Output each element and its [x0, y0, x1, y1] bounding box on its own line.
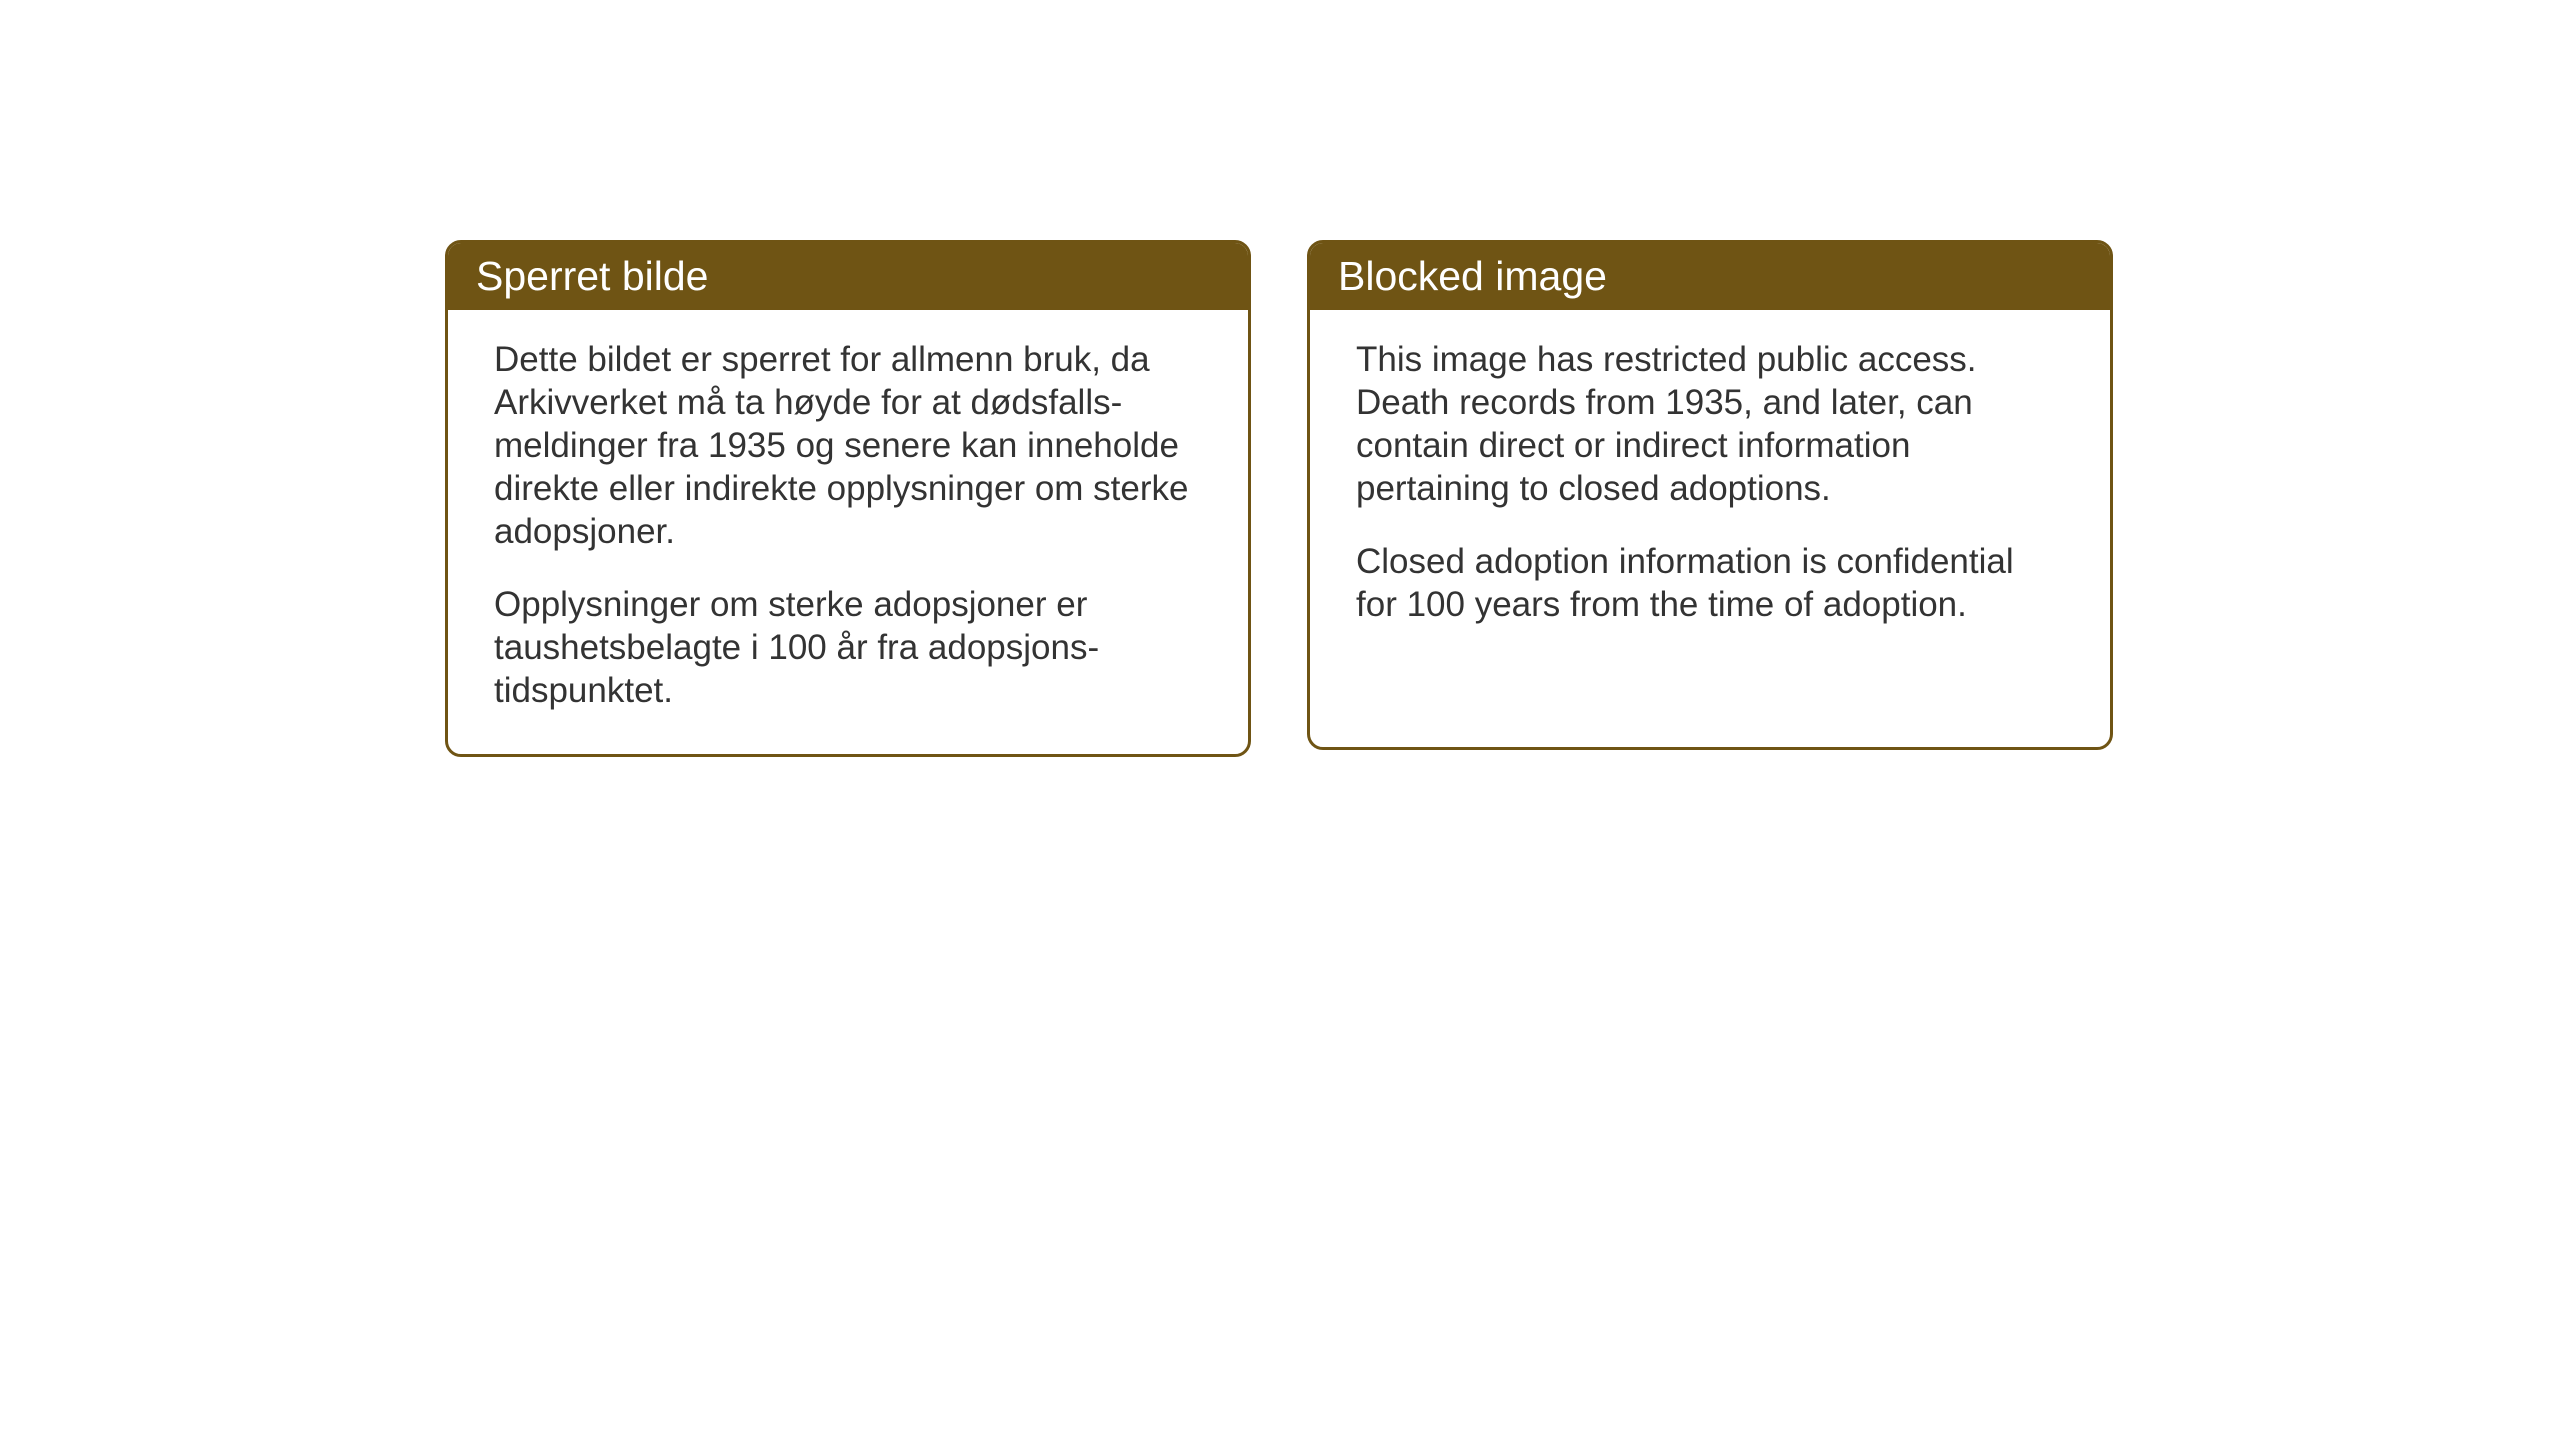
blocked-image-card-norwegian: Sperret bilde Dette bildet er sperret fo… [445, 240, 1251, 757]
card-title-english: Blocked image [1338, 253, 1607, 299]
cards-container: Sperret bilde Dette bildet er sperret fo… [445, 240, 2113, 757]
card-paragraph2-english: Closed adoption information is confident… [1356, 540, 2064, 626]
blocked-image-card-english: Blocked image This image has restricted … [1307, 240, 2113, 750]
card-header-english: Blocked image [1310, 243, 2110, 310]
card-body-english: This image has restricted public access.… [1310, 310, 2110, 668]
card-paragraph2-norwegian: Opplysninger om sterke adopsjoner er tau… [494, 583, 1202, 712]
card-paragraph1-english: This image has restricted public access.… [1356, 338, 2064, 510]
card-paragraph1-norwegian: Dette bildet er sperret for allmenn bruk… [494, 338, 1202, 553]
card-title-norwegian: Sperret bilde [476, 253, 708, 299]
card-body-norwegian: Dette bildet er sperret for allmenn bruk… [448, 310, 1248, 754]
card-header-norwegian: Sperret bilde [448, 243, 1248, 310]
